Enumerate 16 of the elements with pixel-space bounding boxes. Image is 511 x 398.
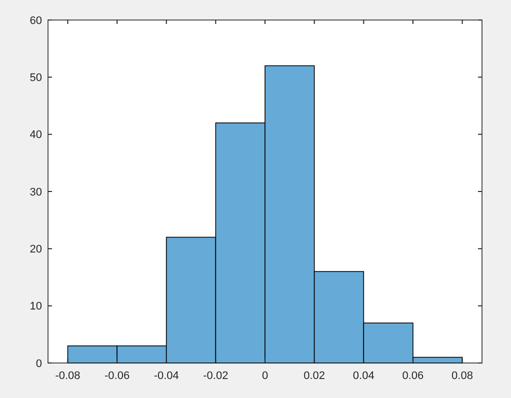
x-tick-label: 0.06 — [402, 370, 424, 382]
y-tick-label: 10 — [30, 300, 42, 313]
x-tick-label: 0.02 — [304, 370, 326, 382]
x-tick-label: -0.06 — [104, 370, 130, 382]
y-tick-label: 60 — [30, 14, 42, 27]
y-tick-label: 40 — [30, 129, 42, 142]
y-tick-label: 30 — [30, 186, 42, 198]
x-tick-label: -0.04 — [154, 370, 179, 382]
y-tick-label: 50 — [30, 72, 42, 84]
x-tick-label: 0.04 — [352, 370, 374, 382]
y-tick-label: 0 — [36, 358, 42, 370]
x-tick-label: 0.08 — [452, 370, 473, 382]
x-tick-label: -0.02 — [203, 370, 228, 382]
y-tick-label: 20 — [30, 244, 42, 256]
x-tick-label: 0 — [262, 370, 268, 382]
x-tick-label: -0.08 — [55, 370, 80, 382]
